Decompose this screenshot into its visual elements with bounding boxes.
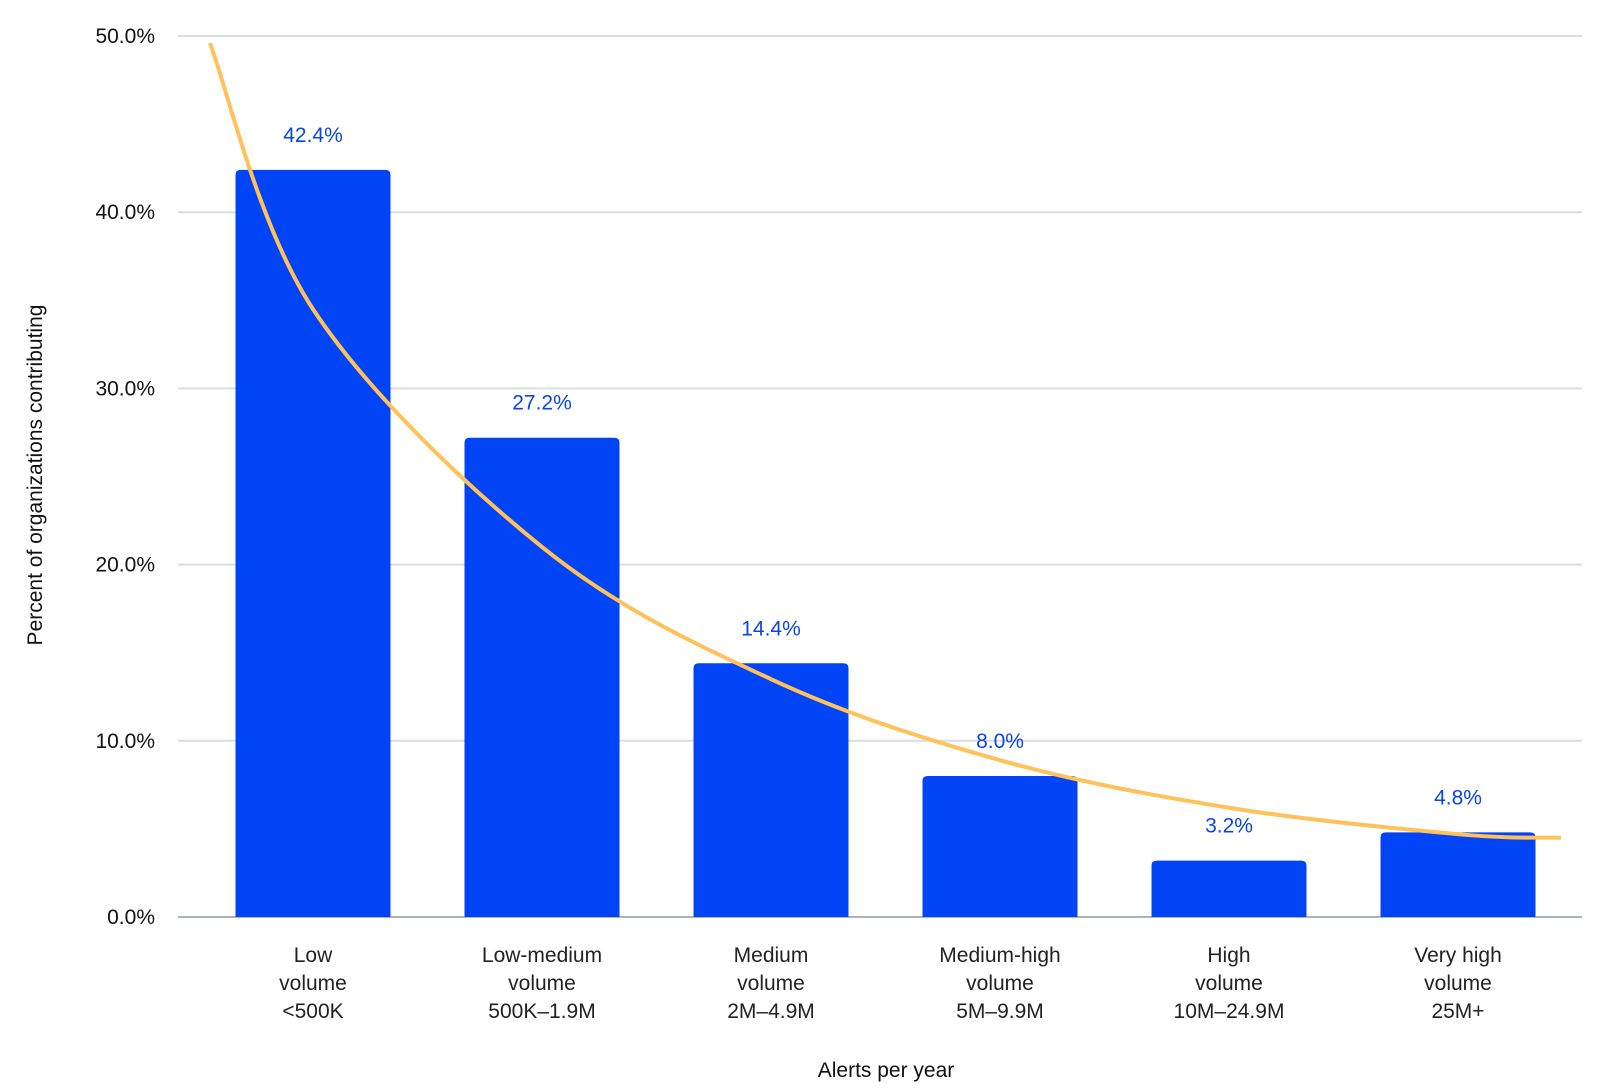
bars	[235, 169, 1536, 918]
y-tick-label: 10.0%	[95, 730, 155, 753]
x-tick-label-line: volume	[966, 972, 1034, 995]
x-tick-label-line: 25M+	[1431, 1000, 1484, 1023]
x-tick-label-line: Low	[294, 944, 333, 967]
x-axis-title: Alerts per year	[818, 1059, 955, 1082]
bar	[235, 169, 391, 918]
y-axis-ticks: 0.0% 10.0% 20.0% 30.0% 40.0% 50.0%	[95, 25, 155, 929]
x-tick-label: Low-medium volume 500K–1.9M	[482, 944, 602, 1023]
x-tick-label-line: <500K	[282, 1000, 343, 1023]
bar	[922, 776, 1078, 917]
data-label: 27.2%	[512, 392, 572, 415]
data-label: 14.4%	[741, 617, 801, 640]
x-tick-label: Low volume <500K	[279, 944, 347, 1023]
x-tick-label-line: 5M–9.9M	[956, 1000, 1044, 1023]
y-tick-label: 0.0%	[107, 906, 155, 929]
x-tick-label-line: 10M–24.9M	[1174, 1000, 1285, 1023]
x-tick-label-line: Medium	[734, 944, 809, 967]
x-tick-label: High volume 10M–24.9M	[1174, 944, 1285, 1023]
bar	[464, 437, 620, 917]
y-tick-label: 20.0%	[95, 554, 155, 577]
trendline-curve	[208, 42, 1562, 840]
data-label: 42.4%	[283, 124, 343, 147]
x-tick-label-line: volume	[1195, 972, 1263, 995]
data-label: 8.0%	[976, 730, 1024, 753]
x-tick-label: Medium-high volume 5M–9.9M	[939, 944, 1060, 1023]
x-tick-label-line: 2M–4.9M	[727, 1000, 815, 1023]
x-tick-label-line: volume	[508, 972, 576, 995]
x-tick-label-line: 500K–1.9M	[488, 1000, 595, 1023]
trendline	[208, 42, 1562, 840]
bar	[693, 663, 849, 917]
x-tick-label-line: volume	[279, 972, 347, 995]
bar	[1151, 860, 1307, 917]
x-tick-label-line: volume	[1424, 972, 1492, 995]
x-tick-label-line: Very high	[1414, 944, 1502, 967]
y-tick-label: 30.0%	[95, 377, 155, 400]
y-tick-label: 50.0%	[95, 25, 155, 48]
data-labels: 42.4% 27.2% 14.4% 8.0% 3.2% 4.8%	[283, 124, 1482, 838]
x-tick-label-line: Medium-high	[939, 944, 1060, 967]
y-tick-label: 40.0%	[95, 201, 155, 224]
data-label: 4.8%	[1434, 786, 1482, 809]
bar	[1380, 832, 1536, 917]
x-tick-label-line: Low-medium	[482, 944, 602, 967]
x-tick-label-line: High	[1207, 944, 1250, 967]
y-axis-title: Percent of organizations contributing	[24, 305, 47, 646]
x-axis-categories: Low volume <500K Low-medium volume 500K–1.9M M…	[279, 944, 1502, 1023]
x-tick-label: Medium volume 2M–4.9M	[727, 944, 815, 1023]
x-tick-label-line: volume	[737, 972, 805, 995]
data-label: 3.2%	[1205, 815, 1253, 838]
x-tick-label: Very high volume 25M+	[1414, 944, 1502, 1023]
gridlines	[178, 35, 1582, 918]
